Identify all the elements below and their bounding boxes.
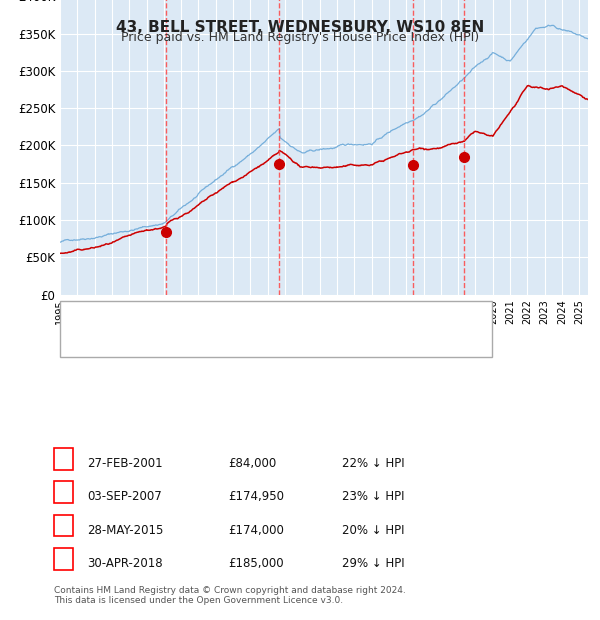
Text: £84,000: £84,000 <box>228 457 276 470</box>
Text: 23% ↓ HPI: 23% ↓ HPI <box>342 490 404 503</box>
Text: 27-FEB-2001: 27-FEB-2001 <box>87 457 163 470</box>
Text: Price paid vs. HM Land Registry's House Price Index (HPI): Price paid vs. HM Land Registry's House … <box>121 31 479 44</box>
Text: 43, BELL STREET, WEDNESBURY, WS10 8EN (detached house): 43, BELL STREET, WEDNESBURY, WS10 8EN (d… <box>108 311 431 321</box>
Text: £174,950: £174,950 <box>228 490 284 503</box>
Text: Contains HM Land Registry data © Crown copyright and database right 2024.
This d: Contains HM Land Registry data © Crown c… <box>54 586 406 605</box>
Text: 3: 3 <box>60 520 67 531</box>
Text: 30-APR-2018: 30-APR-2018 <box>87 557 163 570</box>
Text: 22% ↓ HPI: 22% ↓ HPI <box>342 457 404 470</box>
Text: £174,000: £174,000 <box>228 524 284 537</box>
Text: 1: 1 <box>60 454 67 464</box>
Text: HPI: Average price, detached house, Walsall: HPI: Average price, detached house, Wals… <box>108 336 338 346</box>
Text: £185,000: £185,000 <box>228 557 284 570</box>
Text: 43, BELL STREET, WEDNESBURY, WS10 8EN: 43, BELL STREET, WEDNESBURY, WS10 8EN <box>116 20 484 35</box>
Text: 29% ↓ HPI: 29% ↓ HPI <box>342 557 404 570</box>
Text: 2: 2 <box>60 487 67 497</box>
Text: 28-MAY-2015: 28-MAY-2015 <box>87 524 163 537</box>
Text: 20% ↓ HPI: 20% ↓ HPI <box>342 524 404 537</box>
Text: 4: 4 <box>60 554 67 564</box>
Text: 03-SEP-2007: 03-SEP-2007 <box>87 490 162 503</box>
